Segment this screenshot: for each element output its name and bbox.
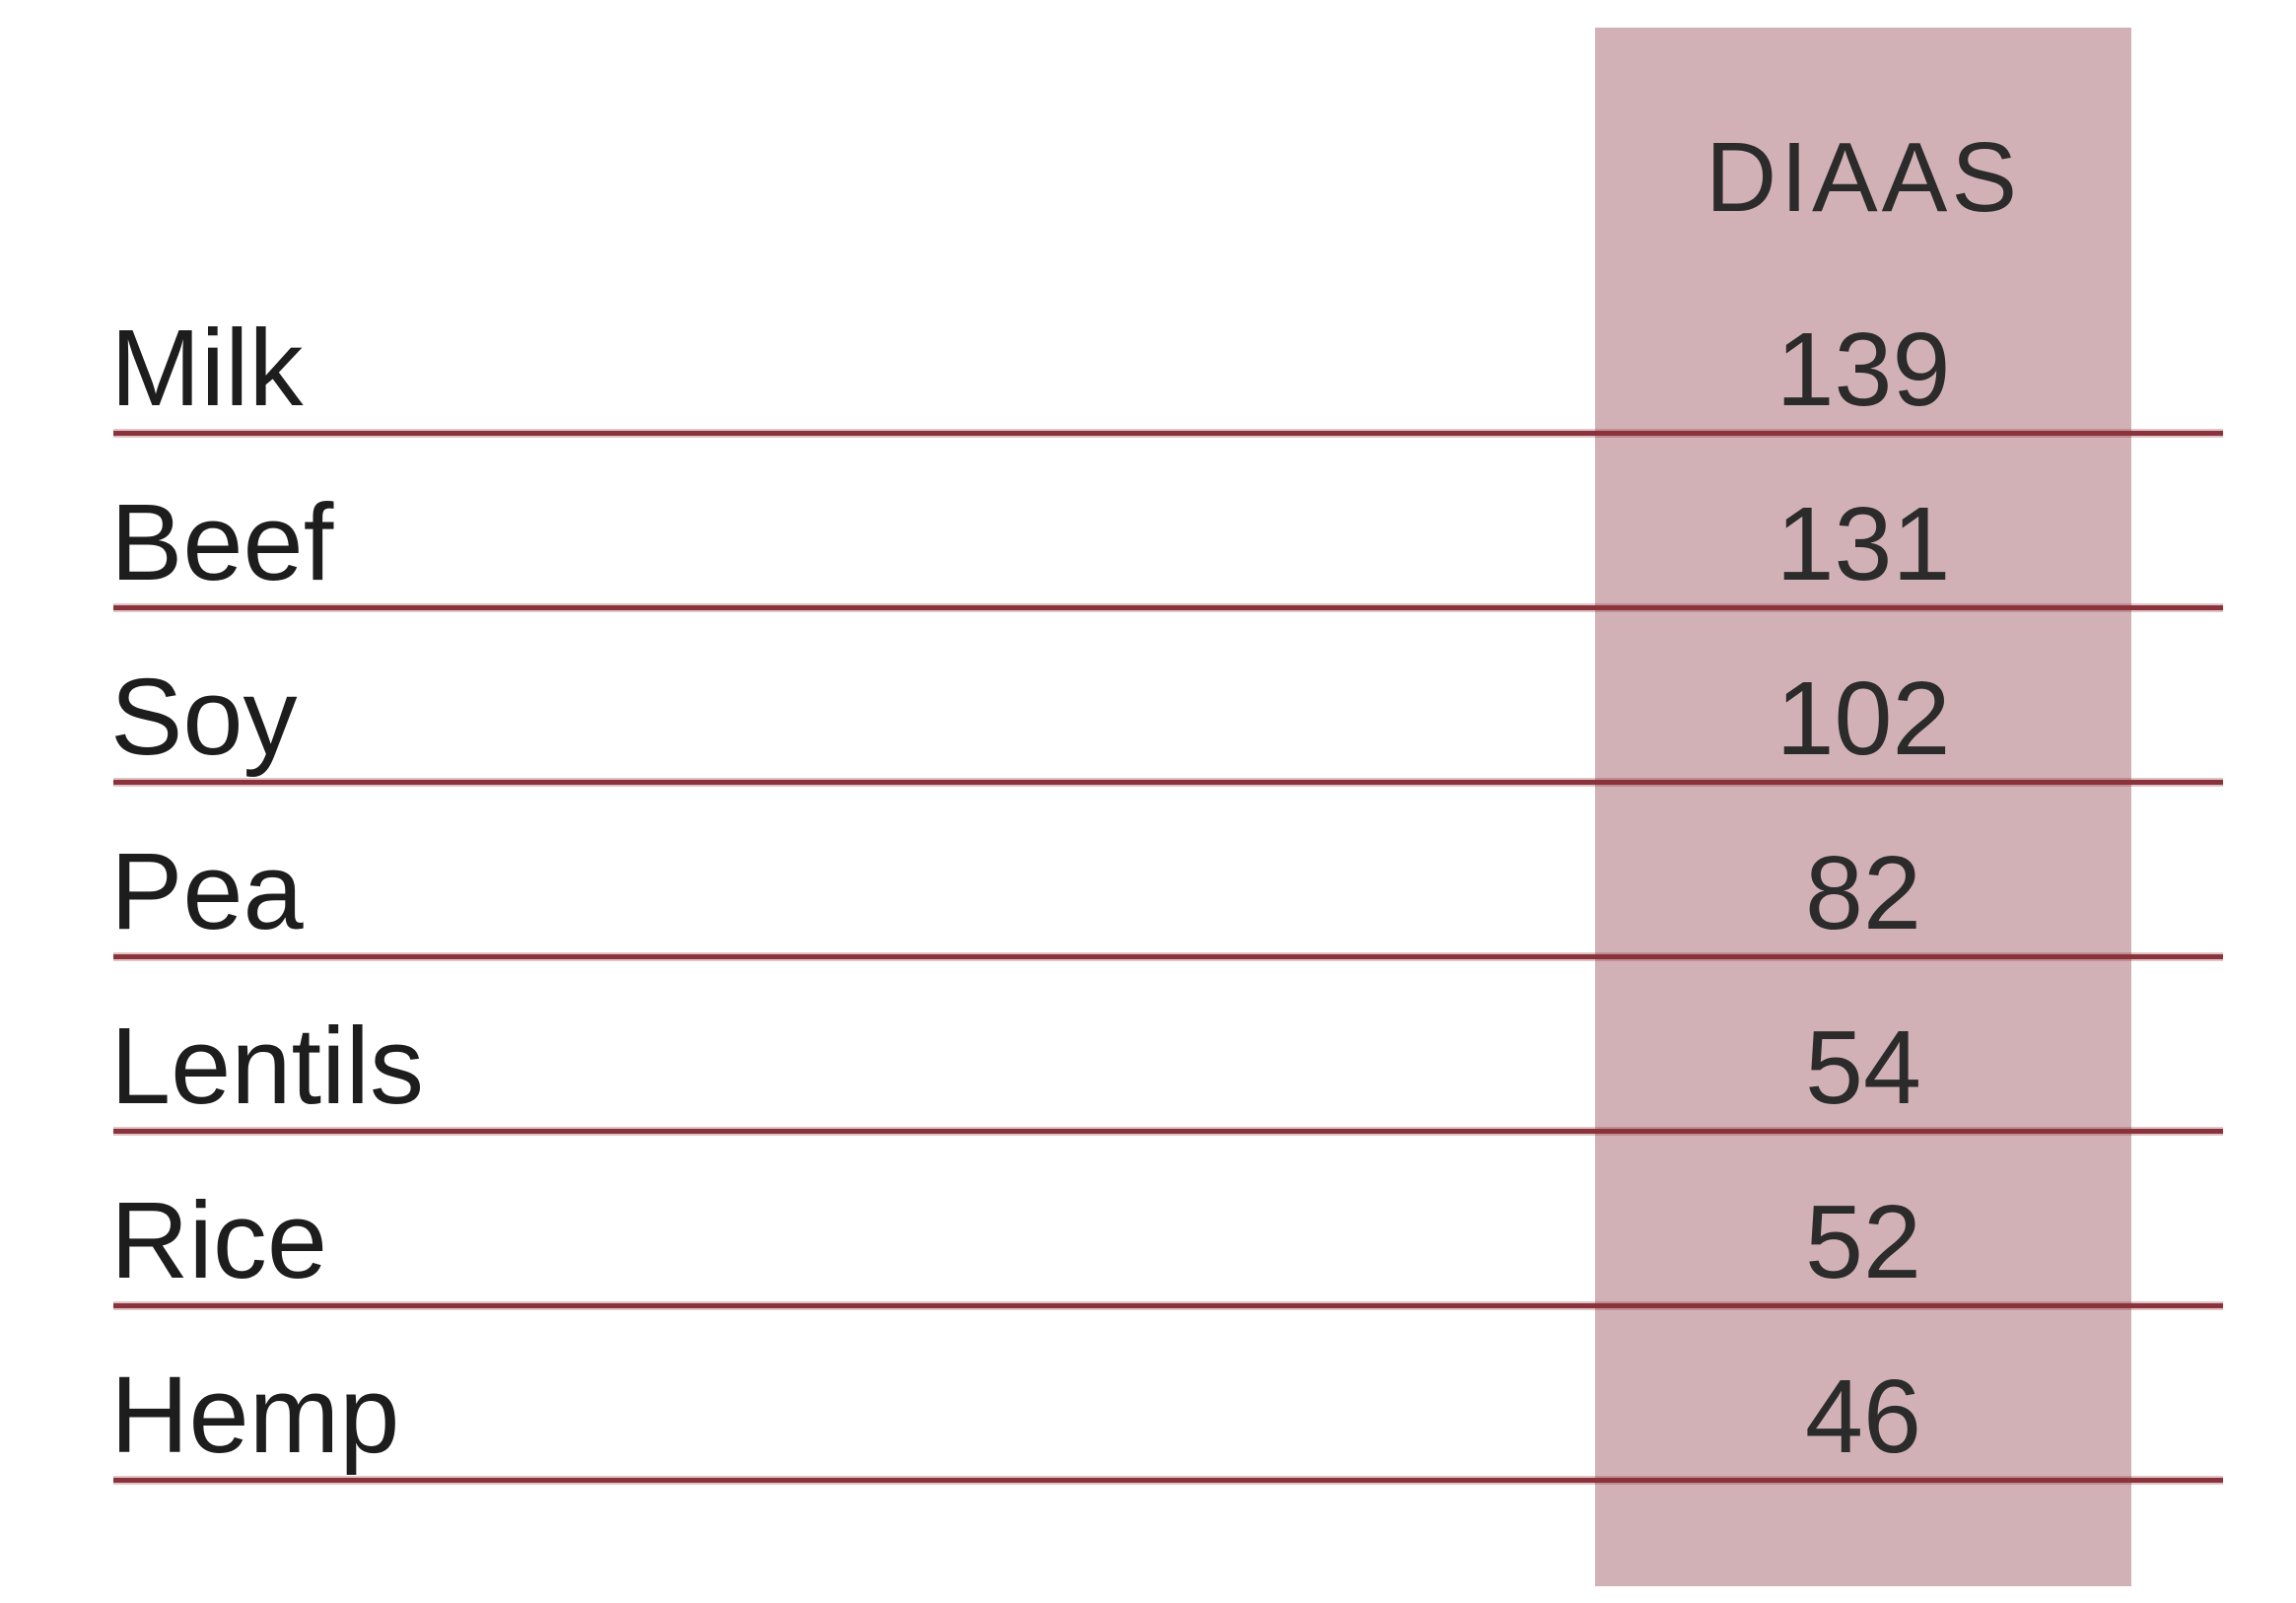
row-value: 52 — [1805, 1184, 1921, 1300]
row-label: Rice — [110, 1180, 328, 1301]
row-label: Beef — [110, 482, 334, 603]
row-divider — [113, 1127, 2223, 1136]
row-label: Lentils — [110, 1006, 424, 1127]
row-value: 46 — [1805, 1359, 1921, 1475]
row-label: Milk — [110, 308, 304, 429]
row-value: 139 — [1775, 312, 1951, 428]
row-divider — [113, 1301, 2223, 1310]
row-divider — [113, 952, 2223, 961]
diaas-column-header: DIAAS — [1705, 122, 2022, 233]
row-label: Hemp — [110, 1355, 400, 1476]
row-value: 102 — [1775, 661, 1951, 777]
row-divider — [113, 778, 2223, 787]
row-label: Soy — [110, 657, 298, 778]
row-value: 82 — [1805, 835, 1921, 951]
row-divider — [113, 603, 2223, 612]
row-value: 54 — [1805, 1010, 1921, 1126]
row-value: 131 — [1775, 486, 1951, 602]
row-label: Pea — [110, 831, 304, 952]
row-divider — [113, 429, 2223, 438]
diaas-column-highlight — [1595, 28, 2131, 1586]
row-divider — [113, 1476, 2223, 1485]
